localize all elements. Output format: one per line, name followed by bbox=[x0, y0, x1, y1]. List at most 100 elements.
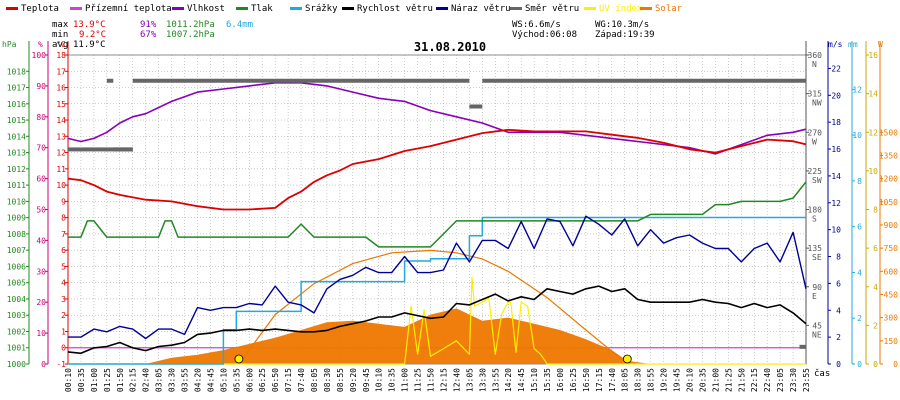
x-tick-label: 20:35 bbox=[698, 368, 707, 392]
direction-direction-label: S bbox=[812, 215, 817, 224]
rain-tick-label: 12 bbox=[852, 85, 862, 94]
x-tick-label: 22:40 bbox=[763, 368, 772, 392]
legend-swatch bbox=[510, 7, 522, 10]
temperature-tick-label: 10 bbox=[56, 181, 66, 190]
direction-tick-label: 45 bbox=[812, 321, 822, 330]
solar-tick-label: 1200 bbox=[879, 175, 898, 184]
temperature-tick-label: 0 bbox=[61, 344, 66, 353]
wind-tick-label: 20 bbox=[831, 91, 841, 100]
wind-tick-label: 12 bbox=[831, 199, 841, 208]
humidity-tick-label: 100 bbox=[32, 51, 47, 60]
direction-tick-label: 360 bbox=[808, 51, 823, 60]
x-tick-label: 01:00 bbox=[90, 368, 99, 392]
x-tick-label: 21:50 bbox=[737, 368, 746, 392]
temperature-tick-label: 6 bbox=[61, 246, 66, 255]
x-tick-label: 10:35 bbox=[388, 368, 397, 392]
temperature-tick-label: 15 bbox=[56, 100, 66, 109]
humidity-tick-label: 40 bbox=[36, 236, 46, 245]
x-tick-label: 16:50 bbox=[582, 368, 591, 392]
humidity-unit-label: % bbox=[38, 40, 43, 49]
series-temperature bbox=[67, 128, 807, 211]
plot-area bbox=[67, 78, 807, 365]
x-tick-label: 04:45 bbox=[206, 368, 215, 392]
pressure-tick-label: 1018 bbox=[7, 67, 26, 76]
wind-tick-label: 0 bbox=[836, 360, 841, 369]
wind-tick-label: 10 bbox=[831, 226, 841, 235]
series-wind-speed bbox=[67, 285, 807, 355]
chart-title: 31.08.2010 bbox=[414, 40, 486, 54]
legend-swatch bbox=[70, 7, 82, 10]
humidity-tick-label: 60 bbox=[36, 175, 46, 184]
direction-direction-label: N bbox=[812, 60, 817, 69]
legend-swatch bbox=[584, 7, 596, 10]
direction-tick-label: 90 bbox=[812, 283, 822, 292]
wind-tick-label: 22 bbox=[831, 64, 841, 73]
x-tick-label: 12:40 bbox=[452, 368, 461, 392]
rain-tick-label: 2 bbox=[857, 314, 862, 323]
x-tick-label: 10:10 bbox=[375, 368, 384, 392]
series-wind-direction-segment bbox=[469, 104, 483, 109]
wind-tick-label: 2 bbox=[836, 333, 841, 342]
pressure-tick-label: 1006 bbox=[7, 262, 26, 271]
x-tick-label: 01:25 bbox=[103, 368, 112, 392]
direction-direction-label: W bbox=[812, 137, 817, 146]
solar-tick-label: 450 bbox=[884, 290, 899, 299]
rain-tick-label: 10 bbox=[852, 131, 862, 140]
x-tick-label: 16:25 bbox=[569, 368, 578, 392]
pressure-tick-label: 1015 bbox=[7, 116, 26, 125]
pressure-tick-label: 1000 bbox=[7, 360, 26, 369]
wind-tick-label: 18 bbox=[831, 118, 841, 127]
legend-label: Solar bbox=[655, 4, 683, 14]
direction-tick-label: 225 bbox=[808, 167, 823, 176]
wind-tick-label: 8 bbox=[836, 253, 841, 262]
x-tick-label: 07:40 bbox=[297, 368, 306, 392]
temperature-tick-label: 18 bbox=[56, 51, 66, 60]
direction-tick-label: 315 bbox=[808, 90, 823, 99]
x-tick-label: 06:00 bbox=[245, 368, 254, 392]
sunrise-time: Východ:06:08 bbox=[512, 30, 577, 40]
legend-label: Přízemní teplota bbox=[85, 4, 172, 14]
pressure-tick-label: 1001 bbox=[7, 344, 26, 353]
wind-gust-stat: WG:10.3m/s bbox=[595, 20, 649, 30]
humidity-tick-label: 0 bbox=[41, 360, 46, 369]
temperature-tick-label: 9 bbox=[61, 197, 66, 206]
stat-min-temp: 9.2°C bbox=[79, 30, 106, 40]
x-tick-label: 09:45 bbox=[362, 368, 371, 392]
x-tick-label: 11:50 bbox=[427, 368, 436, 392]
humidity-tick-label: 70 bbox=[36, 144, 46, 153]
humidity-tick-label: 30 bbox=[36, 267, 46, 276]
temperature-tick-label: 5 bbox=[61, 262, 66, 271]
stat-avg-label: avg bbox=[52, 40, 68, 50]
pressure-tick-label: 1017 bbox=[7, 84, 26, 93]
x-tick-label: 16:00 bbox=[556, 368, 565, 392]
solar-tick-label: 900 bbox=[884, 221, 899, 230]
wind-info: WS:6.6m/s WG:10.3m/s Východ:06:08 Západ:… bbox=[512, 20, 655, 40]
pressure-tick-label: 1009 bbox=[7, 214, 26, 223]
stat-max-label: max bbox=[52, 20, 69, 30]
x-tick-label: 13:30 bbox=[478, 368, 487, 392]
wind-tick-label: 4 bbox=[836, 306, 841, 315]
uv-tick-label: 10 bbox=[868, 167, 878, 176]
rain-tick-label: 6 bbox=[857, 223, 862, 232]
stat-min-label: min bbox=[52, 30, 68, 40]
pressure-tick-label: 1003 bbox=[7, 311, 26, 320]
direction-direction-label: NE bbox=[812, 330, 822, 339]
x-tick-label: 14:20 bbox=[504, 368, 513, 392]
legend-swatch bbox=[436, 7, 448, 10]
x-tick-label: 05:10 bbox=[219, 368, 228, 392]
x-tick-label: 15:35 bbox=[543, 368, 552, 392]
pressure-tick-label: 1005 bbox=[7, 279, 26, 288]
legend-label: Vlhkost bbox=[187, 4, 225, 14]
rain-tick-label: 0 bbox=[857, 360, 862, 369]
series-wind-direction-segment bbox=[132, 78, 470, 83]
legend-label: Rychlost větru bbox=[357, 4, 433, 14]
legend-swatch bbox=[640, 7, 652, 10]
x-tick-label: 04:20 bbox=[193, 368, 202, 392]
x-tick-label: 03:55 bbox=[181, 368, 190, 392]
series-solar-area bbox=[68, 308, 806, 364]
solar-tick-label: 300 bbox=[884, 314, 899, 323]
legend-label: Srážky bbox=[305, 4, 338, 14]
solar-tick-label: 1050 bbox=[879, 198, 898, 207]
x-tick-label: 12:15 bbox=[439, 368, 448, 392]
uv-tick-label: 16 bbox=[868, 51, 878, 60]
